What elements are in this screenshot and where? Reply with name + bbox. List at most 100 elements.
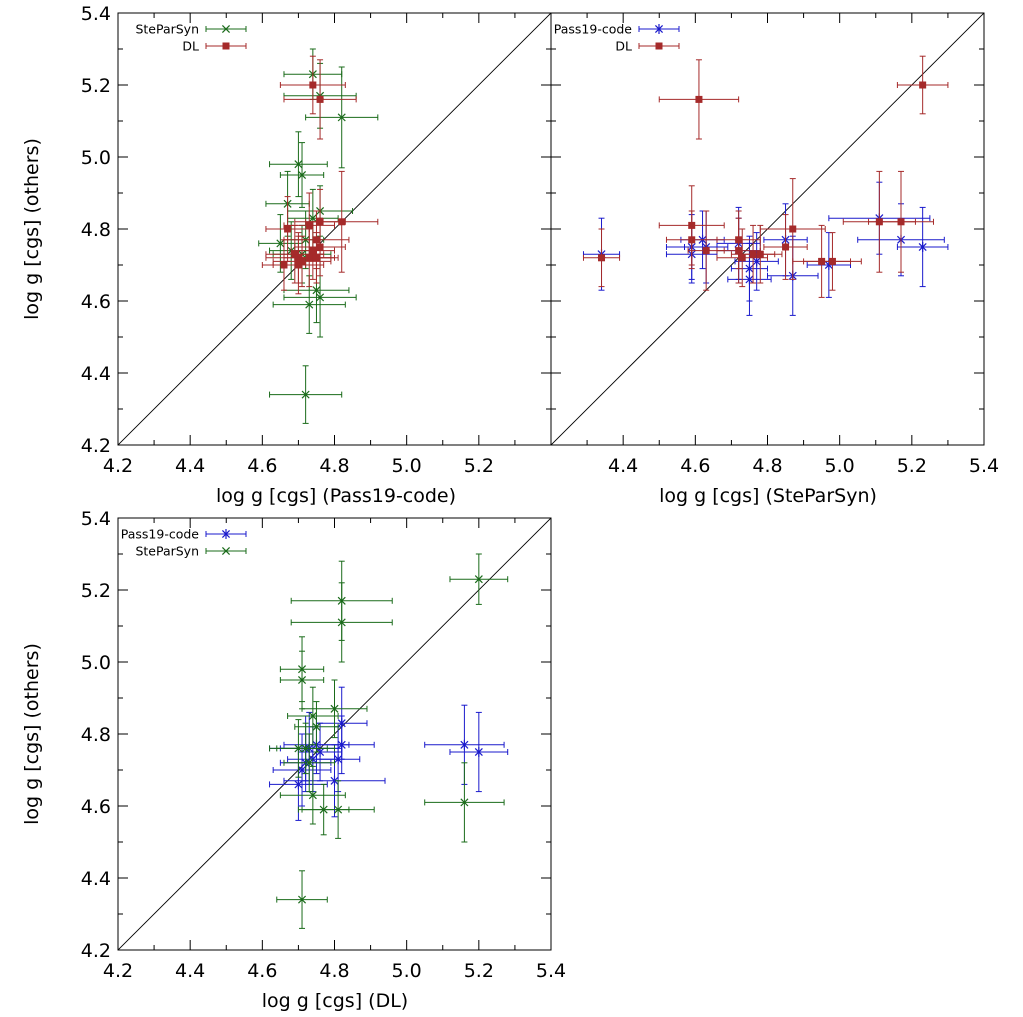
- x-tick-label: 4.6: [680, 455, 710, 477]
- x-tick-label: 5.4: [969, 455, 999, 477]
- y-tick-label: 4.2: [81, 940, 111, 962]
- dl-marker: [828, 257, 836, 265]
- x-tick-label: 4.4: [175, 960, 205, 982]
- dl-point: [658, 59, 740, 140]
- x-tick-label: 4.8: [319, 960, 349, 982]
- pass19-point: [449, 711, 509, 793]
- legend-marker-dl: [222, 42, 230, 50]
- pass19-point: [283, 744, 386, 818]
- x-tick-label: 4.4: [175, 455, 205, 477]
- dl-marker-shape: [316, 95, 324, 103]
- x-tick-label: 4.4: [608, 455, 638, 477]
- dl-marker: [280, 261, 288, 269]
- steparsyn-marker: [298, 895, 307, 904]
- x-tick-label: 5.0: [392, 455, 422, 477]
- dl-marker: [312, 254, 320, 262]
- dl-marker: [309, 247, 317, 255]
- dl-marker-shape: [738, 254, 746, 262]
- steparsyn-marker: [298, 170, 307, 180]
- steparsyn-marker-stroke: [298, 170, 307, 180]
- panel-1: 4.2 4.4 4.6 4.8 5.0 5.24.24.44.64.85.05.25.4 …: [21, 3, 552, 507]
- steparsyn-marker: [330, 704, 339, 713]
- steparsyn-marker: [301, 390, 310, 399]
- panel-1-xlabel: log g [cgs] (Pass19-code): [216, 485, 456, 507]
- panel-1-legend: SteParSyn DL: [135, 22, 247, 54]
- dl-marker-shape: [598, 254, 606, 262]
- legend-label: DL: [182, 39, 199, 54]
- steparsyn-marker-stroke: [474, 575, 483, 584]
- y-tick-label: 4.6: [81, 291, 111, 313]
- steparsyn-marker-stroke: [460, 798, 469, 807]
- legend-item-pass19: Pass19-code: [554, 22, 680, 37]
- pass19-marker: [918, 242, 927, 252]
- steparsyn-point: [276, 722, 335, 775]
- steparsyn-marker: [308, 214, 317, 223]
- legend-label: Pass19-code: [554, 22, 633, 37]
- x-tick-label: 5.0: [392, 960, 422, 982]
- y-tick-label: 5.2: [81, 580, 111, 602]
- dl-marker: [309, 81, 317, 89]
- x-tick-label: 5.4: [536, 960, 566, 982]
- steparsyn-point: [301, 780, 375, 839]
- pass19-marker: [460, 739, 469, 750]
- dl-marker: [756, 250, 764, 258]
- steparsyn-marker: [308, 791, 317, 800]
- steparsyn-marker: [334, 805, 343, 814]
- dl-point: [868, 170, 934, 273]
- pass19-marker: [474, 747, 483, 757]
- dl-marker-shape: [782, 243, 790, 251]
- steparsyn-point: [283, 733, 335, 793]
- dl-marker-shape: [309, 81, 317, 89]
- steparsyn-point: [276, 870, 328, 929]
- dl-marker: [738, 254, 746, 262]
- steparsyn-marker-stroke: [294, 160, 303, 169]
- steparsyn-marker-stroke: [298, 675, 307, 685]
- dl-marker: [284, 225, 292, 233]
- legend-marker-steparsyn: [221, 24, 231, 34]
- steparsyn-marker-stroke: [337, 618, 346, 627]
- steparsyn-marker: [312, 286, 321, 295]
- steparsyn-marker: [276, 239, 285, 248]
- steparsyn-marker-stroke: [308, 791, 317, 800]
- x-tick-label: 5.2: [464, 455, 494, 477]
- panel-3: 4.2 4.4 4.6 4.8 5.0 5.2 5.4 4.2 4.4 4.6 4.8 5.0 5.2 5…: [21, 508, 566, 1012]
- legend-marker-steparsyn: [221, 546, 231, 556]
- steparsyn-marker: [294, 160, 303, 169]
- steparsyn-marker-stroke: [308, 214, 317, 223]
- dl-marker-shape: [919, 81, 927, 89]
- steparsyn-point: [279, 650, 325, 710]
- pass19-point: [272, 733, 332, 807]
- steparsyn-marker-stroke: [316, 293, 325, 302]
- steparsyn-marker: [298, 675, 307, 685]
- steparsyn-marker-stroke: [305, 758, 314, 767]
- pass19-marker: [330, 775, 339, 786]
- steparsyn-point: [294, 701, 339, 753]
- x-tick-label: 4.2: [103, 455, 133, 477]
- dl-marker-shape: [789, 225, 797, 233]
- steparsyn-marker-stroke: [301, 390, 310, 399]
- panel-3-ticks: 4.2 4.4 4.6 4.8 5.0 5.2 5.4 4.2 4.4 4.6 4.8 5.0 5.2 5…: [81, 508, 566, 982]
- legend-marker-steparsyn-stroke: [221, 546, 231, 556]
- dl-marker-shape: [312, 254, 320, 262]
- steparsyn-point: [424, 762, 505, 843]
- legend-item-pass19: Pass19-code: [121, 527, 247, 542]
- y-tick-label: 5.4: [81, 3, 111, 25]
- steparsyn-marker-stroke: [330, 704, 339, 713]
- pass19-marker: [745, 274, 754, 285]
- dl-point: [279, 55, 346, 115]
- x-tick-label: 4.6: [247, 960, 277, 982]
- dl-marker: [897, 218, 905, 226]
- steparsyn-point: [301, 679, 368, 739]
- pass19-marker: [294, 779, 303, 790]
- panel-2: 4.4 4.6 4.8 5.0 5.2 5.4 log g [cgs] (SteParSy…: [550, 12, 999, 507]
- dl-point: [283, 59, 357, 140]
- steparsyn-point: [449, 553, 509, 605]
- x-tick-label: 4.6: [247, 455, 277, 477]
- dl-marker: [695, 95, 703, 103]
- x-tick-label: 5.0: [825, 455, 855, 477]
- legend-label: Pass19-code: [121, 527, 200, 542]
- steparsyn-marker: [305, 300, 314, 309]
- dl-marker-shape: [828, 257, 836, 265]
- y-tick-label: 4.2: [81, 435, 111, 457]
- y-tick-label: 4.4: [81, 363, 111, 385]
